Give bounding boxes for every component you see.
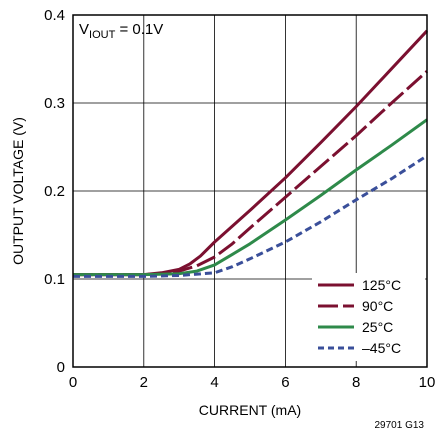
annotation-main: V [79, 21, 89, 38]
legend-label: –45°C [362, 340, 401, 356]
y-tick-label: 0 [57, 359, 65, 376]
annotation-subscript: IOUT [89, 29, 116, 41]
x-tick-label: 10 [419, 374, 435, 391]
x-tick-label: 2 [140, 374, 148, 391]
series-line [73, 29, 429, 277]
annotation-rest: = 0.1V [115, 21, 163, 38]
x-tick-label: 4 [210, 374, 218, 391]
x-tick-label: 0 [69, 374, 77, 391]
legend-label: 25°C [362, 319, 393, 335]
figure-code: 29701 G13 [375, 420, 425, 431]
legend-background [312, 273, 425, 361]
x-tick-label: 6 [281, 374, 289, 391]
y-tick-label: 0.2 [44, 183, 65, 200]
y-tick-label: 0.1 [44, 271, 65, 288]
legend-label: 125°C [362, 277, 401, 293]
grid [73, 15, 427, 367]
plot-frame [72, 14, 428, 368]
y-tick-label: 0.4 [44, 7, 65, 24]
series-line [73, 154, 428, 278]
y-tick-label: 0.3 [44, 95, 65, 112]
x-axis-label: CURRENT (mA) [199, 402, 301, 418]
series-line [73, 118, 428, 277]
tick-labels: 0 2 4 6 8 10 0 0.1 0.2 0.3 0.4 [44, 7, 435, 391]
series-lines [73, 29, 429, 278]
y-axis-label: OUTPUT VOLTAGE (V) [10, 117, 26, 265]
legend: 125°C 90°C 25°C –45°C [318, 277, 401, 356]
x-tick-label: 8 [352, 374, 360, 391]
vout-annotation: VIOUT = 0.1V [79, 21, 163, 41]
legend-label: 90°C [362, 298, 393, 314]
